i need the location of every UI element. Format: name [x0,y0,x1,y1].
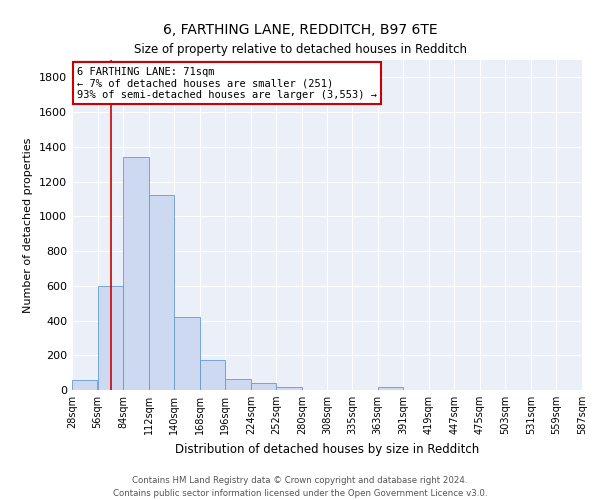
Text: 6 FARTHING LANE: 71sqm
← 7% of detached houses are smaller (251)
93% of semi-det: 6 FARTHING LANE: 71sqm ← 7% of detached … [77,66,377,100]
Bar [277,386,302,390]
Bar [226,378,251,390]
Bar [200,360,225,390]
Text: 6, FARTHING LANE, REDDITCH, B97 6TE: 6, FARTHING LANE, REDDITCH, B97 6TE [163,22,437,36]
Bar [251,383,276,390]
Bar [149,196,174,390]
X-axis label: Distribution of detached houses by size in Redditch: Distribution of detached houses by size … [175,442,479,456]
Bar [98,286,123,390]
Y-axis label: Number of detached properties: Number of detached properties [23,138,34,312]
Text: Contains HM Land Registry data © Crown copyright and database right 2024.: Contains HM Land Registry data © Crown c… [132,476,468,485]
Text: Contains public sector information licensed under the Open Government Licence v3: Contains public sector information licen… [113,489,487,498]
Bar [378,386,403,390]
Text: Size of property relative to detached houses in Redditch: Size of property relative to detached ho… [133,42,467,56]
Bar [175,317,200,390]
Bar [123,158,149,390]
Bar [72,380,97,390]
